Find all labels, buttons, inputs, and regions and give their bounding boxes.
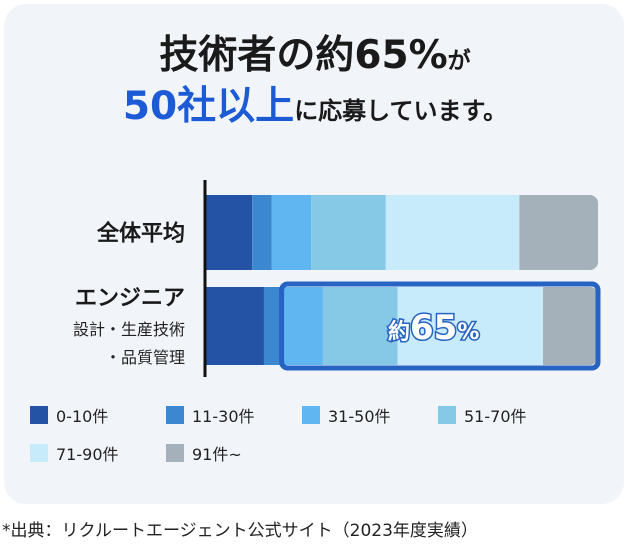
highlight-box [279, 281, 601, 371]
headline-line-1: 技術者の約65%が [0, 36, 630, 75]
legend-swatch [30, 444, 48, 462]
headline-main-1: 技術者の約65% [159, 33, 448, 78]
bar-segment-1-3 [271, 195, 312, 270]
legend-swatch [302, 406, 320, 424]
bar-segment-2-4 [322, 287, 398, 365]
headline-line-2: 50社以上に応募しています。 [0, 87, 630, 126]
legend-swatch [166, 406, 184, 424]
legend-item: 71-90件 [30, 441, 166, 465]
category-sublabel: 設計・生産技術 [73, 320, 185, 339]
source-note: *出典：リクルートエージェント公式サイト（2023年度実績） [2, 521, 478, 541]
legend-swatch [30, 406, 48, 424]
legend-label: 71-90件 [56, 445, 119, 464]
headline-main-2: 50社以上 [122, 84, 295, 129]
legend-item: 0-10件 [30, 403, 166, 427]
headline-suffix-2: に応募しています。 [294, 97, 508, 125]
bar-segment-2-3 [283, 287, 323, 365]
highlight-label: 約65% [388, 308, 479, 348]
legend-item: 11-30件 [166, 403, 302, 427]
chart-legend: 0-10件 11-30件 31-50件 51-70件 71-90件 91件~ [30, 403, 590, 465]
legend-item: 91件~ [166, 441, 302, 465]
legend-label: 11-30件 [192, 407, 255, 426]
bar-segment-1-6 [519, 195, 598, 270]
legend-label: 91件~ [192, 445, 242, 464]
bar-segment-1-1 [205, 195, 253, 270]
bar-segment-2-1 [205, 287, 264, 365]
category-label: エンジニア [75, 286, 185, 311]
legend-label: 51-70件 [464, 407, 527, 426]
legend-item: 51-70件 [438, 403, 574, 427]
legend-label: 0-10件 [56, 407, 109, 426]
category-sublabel: ・品質管理 [105, 348, 185, 367]
bar-segment-2-5 [397, 287, 543, 365]
legend-label: 31-50件 [328, 407, 391, 426]
bar-segment-1-2 [252, 195, 272, 270]
legend-item: 31-50件 [302, 403, 438, 427]
headline-suffix-1: が [447, 48, 471, 74]
legend-swatch [166, 444, 184, 462]
headline: 技術者の約65%が 50社以上に応募しています。 [0, 36, 630, 126]
bar-segment-2-2 [263, 287, 284, 365]
bar-segment-1-5 [385, 195, 520, 270]
category-label: 全体平均 [96, 221, 185, 247]
bar-segment-2-6 [542, 287, 598, 365]
legend-swatch [438, 406, 456, 424]
bar-segment-1-4 [311, 195, 386, 270]
